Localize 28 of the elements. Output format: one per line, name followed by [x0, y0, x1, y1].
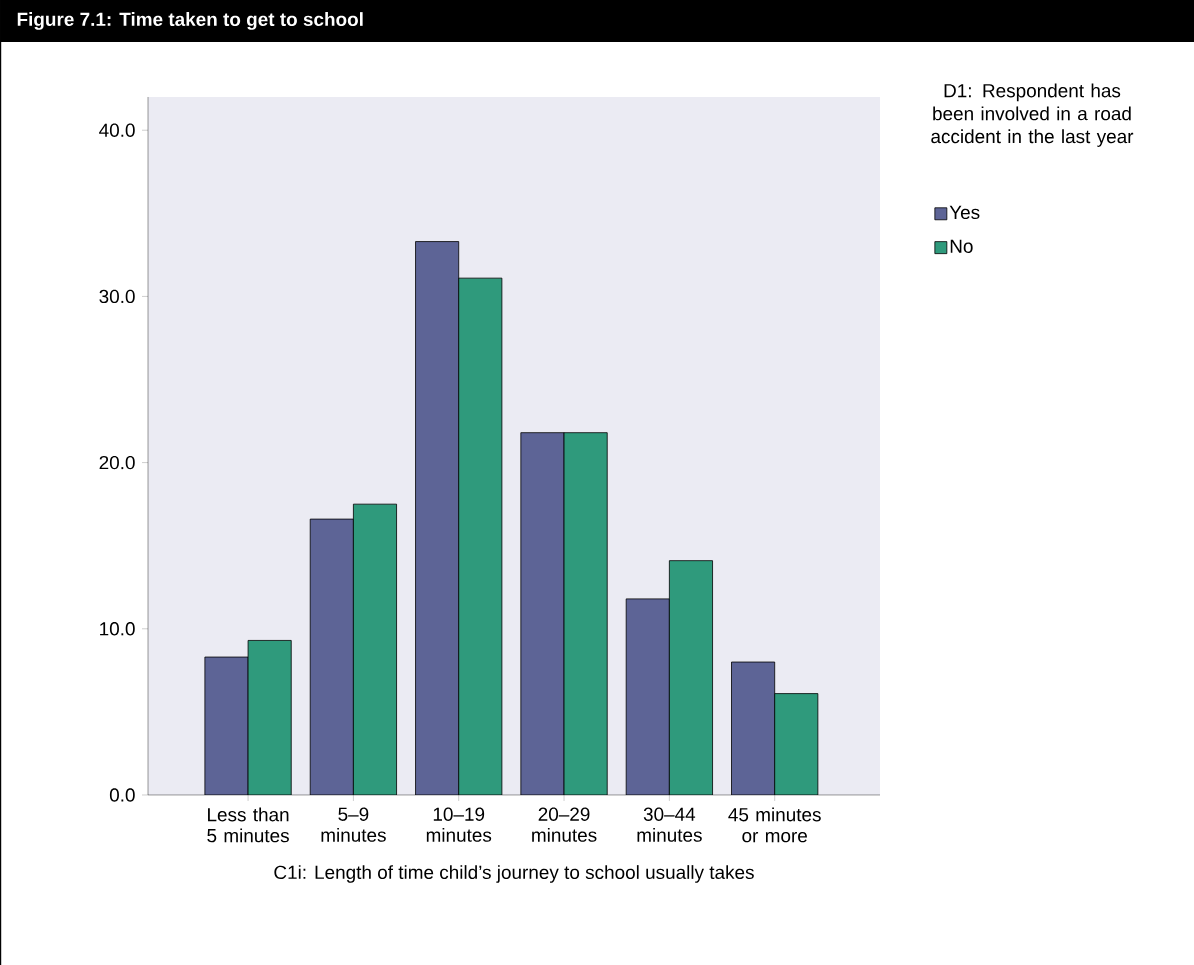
y-tick-label: 0.0: [109, 788, 135, 802]
bar: [774, 693, 819, 795]
x-tick-label: 10–19 minutes: [426, 807, 492, 842]
x-tick-label: 45 minutes or more: [728, 807, 821, 843]
bar: [309, 518, 354, 795]
legend-title: D1: Respondent has been involved in a road accident in the last year: [931, 83, 1134, 147]
legend-label: No: [950, 239, 973, 253]
bar: [458, 277, 503, 795]
y-tick-label: 40.0: [99, 123, 135, 137]
x-tick-label: 30–44 minutes: [637, 807, 702, 842]
x-tick-label: 20–29 minutes: [532, 807, 597, 842]
chart-title: Figure 7.1: Time taken to get to school: [17, 12, 363, 30]
y-tick-label: 10.0: [100, 622, 135, 636]
bar: [247, 640, 292, 795]
x-tick-label: Less than 5 minutes: [207, 807, 289, 843]
bar: [563, 432, 608, 795]
y-tick-label: 20.0: [99, 455, 135, 470]
legend-label: Yes: [949, 205, 980, 220]
bar: [352, 503, 397, 795]
x-axis-title: C1i: Length of time child’s journey to school usually takes: [274, 865, 754, 883]
bar: [625, 598, 670, 795]
bar: [520, 432, 565, 795]
bar: [668, 560, 713, 795]
bar: [731, 661, 776, 795]
bar: [415, 241, 460, 795]
x-tick-label: 5–9 minutes: [321, 807, 386, 842]
bar: [204, 656, 249, 795]
y-tick-label: 30.0: [99, 289, 135, 304]
